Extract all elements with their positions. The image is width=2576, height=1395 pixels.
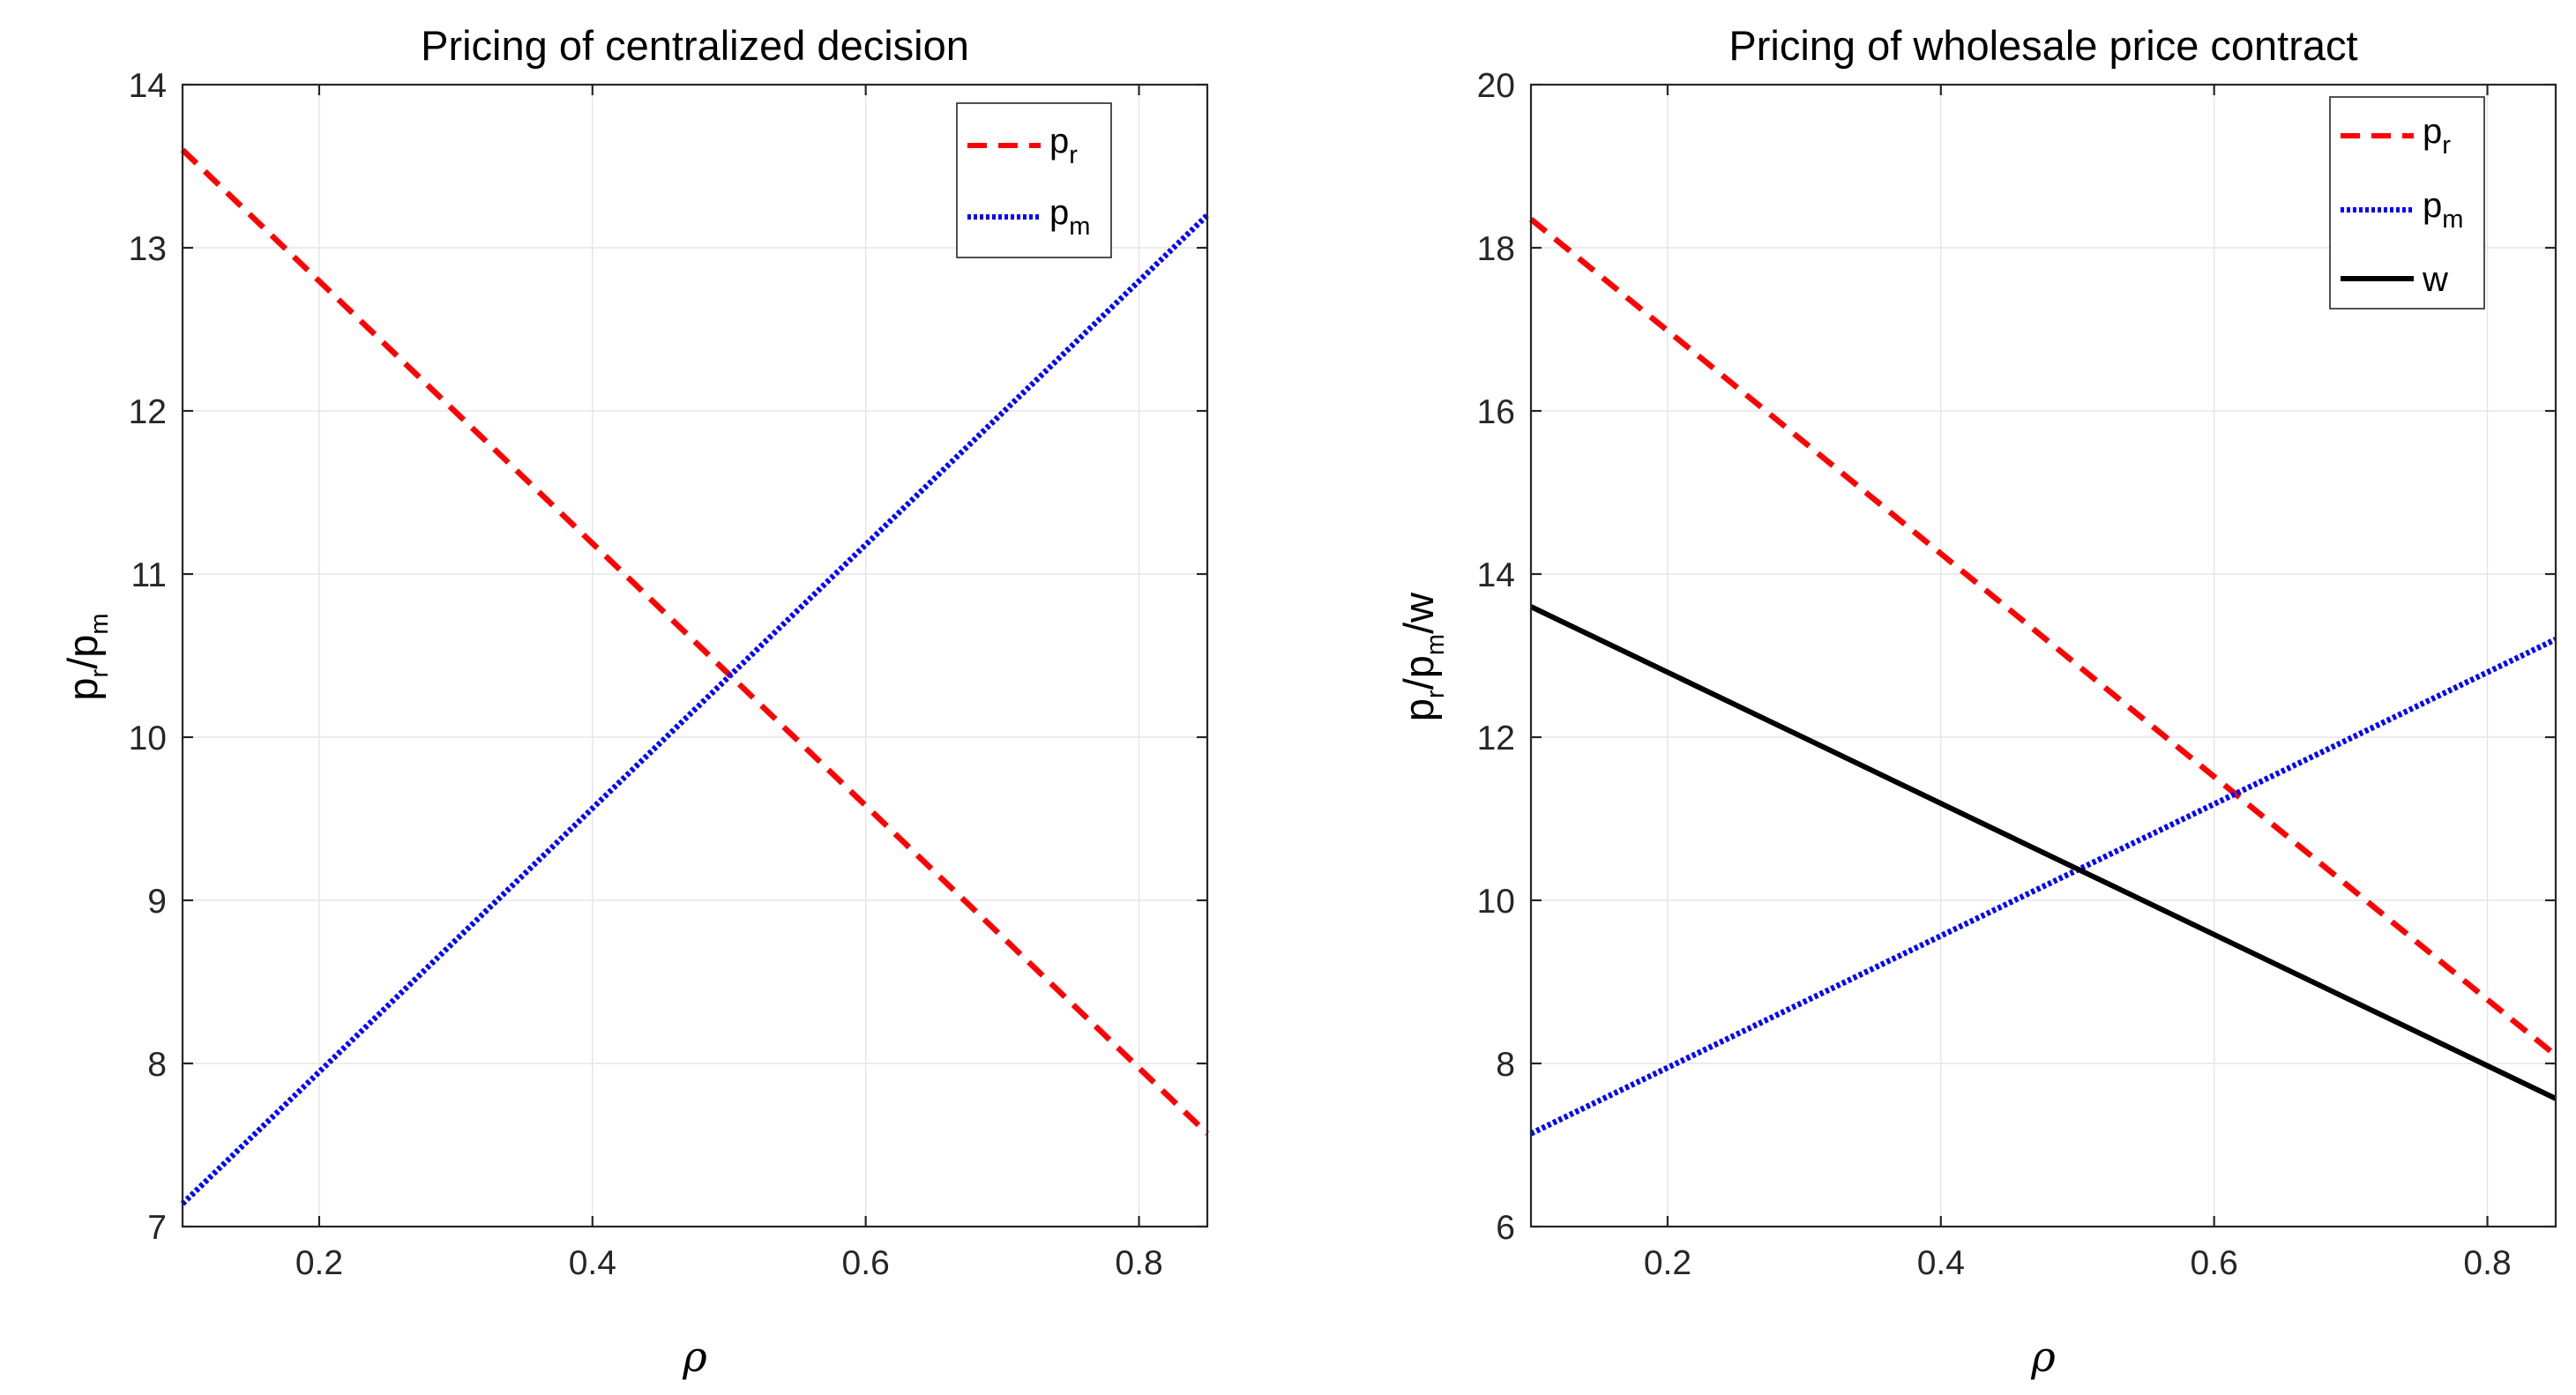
y-tick-label: 13 xyxy=(129,230,167,268)
grid xyxy=(183,85,1207,1227)
y-tick-label: 16 xyxy=(1477,393,1515,431)
wholesale-price-contract-chart: 0.2 0.4 0.6 0.8 6 8 10 12 14 16 18 20 Pricing of wh… xyxy=(1395,22,2558,1382)
legend-w-base: w xyxy=(2422,260,2448,299)
series-line-pm xyxy=(1529,637,2557,1137)
axes-box xyxy=(181,83,1209,1228)
series-line-pr xyxy=(180,147,1210,1136)
grid xyxy=(1531,85,2556,1227)
y-label-p2: p xyxy=(59,635,106,658)
y-tick-label: 14 xyxy=(129,67,167,105)
series-layer xyxy=(180,147,1210,1206)
x-tick-label: 0.8 xyxy=(2463,1244,2511,1282)
x-axis-label: ρ xyxy=(2030,1333,2056,1382)
series-line-w xyxy=(1529,604,2557,1101)
series-line-pm xyxy=(180,213,1210,1206)
y-label-p1: p xyxy=(59,677,106,700)
axes-box xyxy=(1529,83,2557,1228)
series-line-pr xyxy=(1528,217,2558,1058)
y-label-slash: / xyxy=(59,657,106,669)
y-tick-label: 10 xyxy=(129,720,167,757)
y-axis-label: pr/pm/w xyxy=(1395,592,1450,721)
ticks: 0.2 0.4 0.6 0.8 7 8 9 10 11 12 13 14 xyxy=(129,67,1207,1282)
x-tick-label: 0.6 xyxy=(842,1244,890,1282)
chart-title: Pricing of centralized decision xyxy=(421,22,969,69)
legend-box xyxy=(956,102,1112,258)
legend-label-pr: pr xyxy=(1049,122,1078,169)
y-label-sub-m: m xyxy=(1422,634,1450,655)
legend: pr pm w xyxy=(2329,96,2485,310)
y-tick-label: 8 xyxy=(147,1046,167,1084)
legend-pr-sub: r xyxy=(2442,131,2451,160)
x-tick-label: 0.2 xyxy=(295,1244,343,1282)
legend: pr pm xyxy=(956,102,1112,258)
y-tick-label: 9 xyxy=(147,883,167,921)
y-tick-label: 18 xyxy=(1477,230,1515,268)
legend-pm-base: p xyxy=(2423,186,2442,225)
y-tick-label: 8 xyxy=(1496,1046,1515,1084)
y-label-rest: /w xyxy=(1395,592,1442,634)
y-tick-label: 12 xyxy=(129,393,167,431)
x-tick-label: 0.2 xyxy=(1644,1244,1691,1282)
x-tick-label: 0.8 xyxy=(1115,1244,1162,1282)
y-axis-label: pr/pm xyxy=(59,613,114,700)
legend-label-pm: pm xyxy=(2423,186,2463,234)
y-tick-label: 10 xyxy=(1477,883,1515,921)
y-tick-label: 7 xyxy=(147,1209,167,1247)
y-tick-label: 6 xyxy=(1496,1209,1515,1247)
y-tick-label: 14 xyxy=(1477,556,1515,594)
legend-label-pr: pr xyxy=(2423,112,2451,160)
y-label-slash: / xyxy=(1395,677,1442,690)
x-tick-label: 0.4 xyxy=(569,1244,616,1282)
y-label-p1: p xyxy=(1395,698,1442,721)
plot-area xyxy=(183,85,1207,1227)
legend-label-pm: pm xyxy=(1049,193,1090,241)
legend-pr-sub: r xyxy=(1069,141,1078,169)
y-label-sub-m: m xyxy=(86,613,114,634)
y-label-sub-r: r xyxy=(86,668,114,677)
y-tick-label: 12 xyxy=(1477,720,1515,757)
legend-box xyxy=(2329,96,2485,310)
y-label-p2: p xyxy=(1395,655,1442,678)
y-tick-label: 20 xyxy=(1477,67,1515,105)
legend-pr-base: p xyxy=(2423,112,2442,151)
y-tick-label: 11 xyxy=(131,556,168,594)
legend-pr-base: p xyxy=(1049,122,1069,160)
chart-title: Pricing of wholesale price contract xyxy=(1729,22,2357,69)
centralized-decision-chart: 0.2 0.4 0.6 0.8 7 8 9 10 11 12 13 14 Pricing of cen… xyxy=(59,22,1210,1382)
y-label-sub-r: r xyxy=(1422,690,1450,698)
legend-pm-sub: m xyxy=(1069,213,1090,241)
legend-label-w: w xyxy=(2422,260,2448,299)
ticks: 0.2 0.4 0.6 0.8 6 8 10 12 14 16 18 20 xyxy=(1477,67,2556,1282)
x-axis-label: ρ xyxy=(682,1333,707,1382)
x-tick-label: 0.6 xyxy=(2191,1244,2238,1282)
series-layer xyxy=(1528,217,2558,1137)
legend-pm-sub: m xyxy=(2442,205,2463,234)
x-tick-label: 0.4 xyxy=(1917,1244,1965,1282)
legend-pm-base: p xyxy=(1049,193,1069,232)
